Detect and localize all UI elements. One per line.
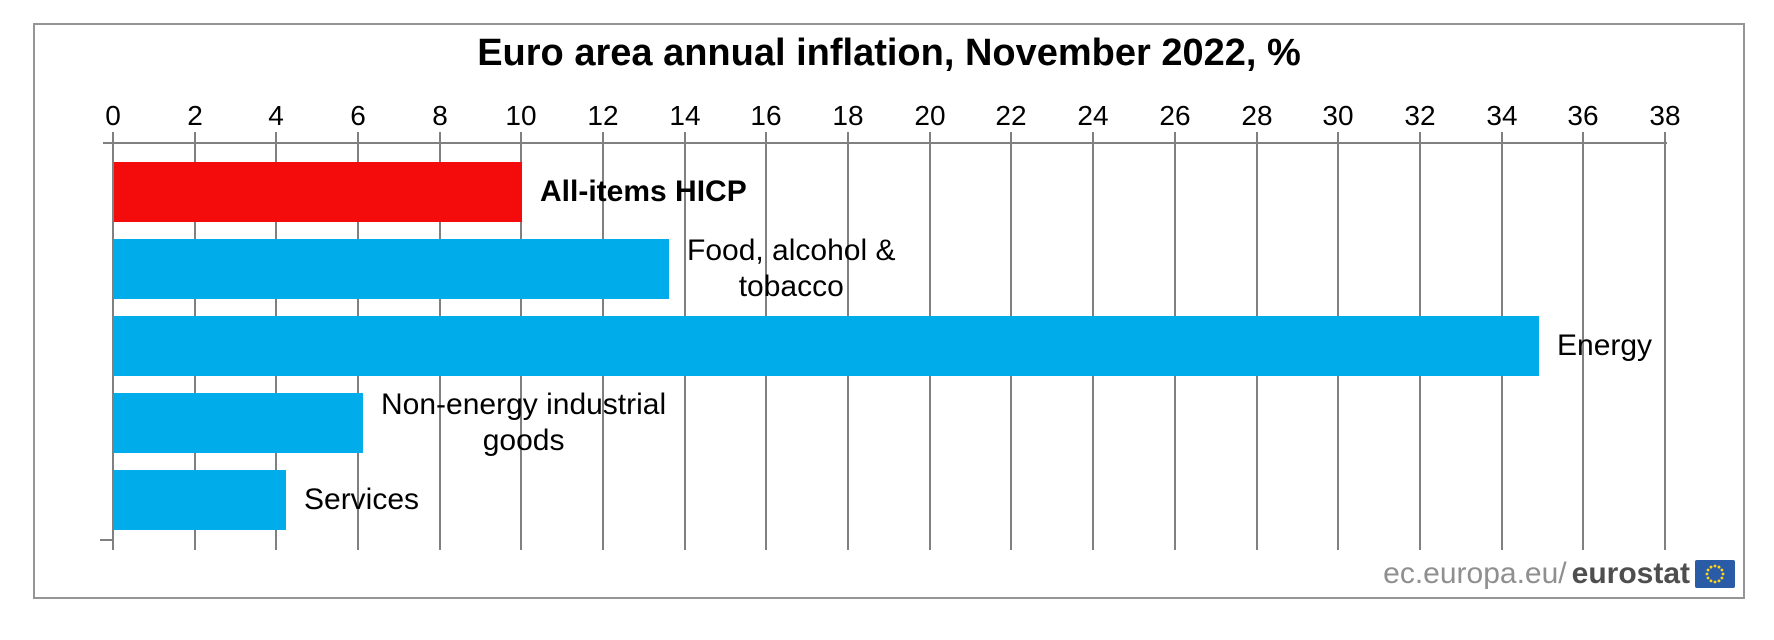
eu-flag-icon <box>1695 560 1735 588</box>
axis-tick-label: 2 <box>187 100 203 131</box>
axis-tick-label: 18 <box>832 100 864 131</box>
axis-tick-label: 14 <box>669 100 701 131</box>
axis-tick-label: 28 <box>1241 100 1273 131</box>
bar <box>114 470 286 530</box>
bar-label: Non-energy industrial goods <box>381 387 666 459</box>
axis-tick-label: 20 <box>914 100 946 131</box>
eurostat-credit: ec.europa.eu/eurostat <box>900 557 1735 591</box>
bar-label-line: tobacco <box>738 270 844 303</box>
bar-label: All-items HICP <box>540 174 747 210</box>
bar-label: Food, alcohol & tobacco <box>687 233 895 305</box>
axis-tick-label: 32 <box>1404 100 1436 131</box>
axis-tick-label: 10 <box>505 100 537 131</box>
x-axis-line <box>103 142 1667 144</box>
bar-label-line: Services <box>304 483 420 516</box>
credit-brand: eurostat <box>1571 557 1690 590</box>
chart-title: Euro area annual inflation, November 202… <box>477 32 1301 74</box>
bar-label-line: Food, alcohol & <box>687 234 896 267</box>
bar <box>114 316 1539 376</box>
gridline <box>1582 132 1584 550</box>
axis-tick-label: 30 <box>1322 100 1354 131</box>
bar-label-line: Non-energy industrial <box>381 388 667 421</box>
bar <box>114 239 669 299</box>
axis-tick-label: 0 <box>105 100 121 131</box>
axis-origin-tick <box>100 539 113 541</box>
axis-tick-label: 22 <box>995 100 1027 131</box>
bar-label: Energy <box>1557 328 1652 364</box>
axis-tick-label: 12 <box>587 100 619 131</box>
axis-tick-label: 6 <box>350 100 366 131</box>
axis-tick-label: 38 <box>1649 100 1681 131</box>
bar-label-line: goods <box>482 424 565 457</box>
axis-tick-label: 36 <box>1567 100 1599 131</box>
bar <box>114 162 522 222</box>
credit-url-prefix: ec.europa.eu/ <box>1383 557 1567 590</box>
axis-tick-label: 4 <box>268 100 284 131</box>
axis-tick-label: 16 <box>750 100 782 131</box>
bar-label: Services <box>304 482 419 518</box>
axis-tick-label: 26 <box>1159 100 1191 131</box>
bar-label-line: All-items HICP <box>540 175 747 208</box>
axis-tick-label: 24 <box>1077 100 1109 131</box>
gridline <box>1664 132 1666 550</box>
axis-tick-label: 8 <box>432 100 448 131</box>
bar-label-line: Energy <box>1557 329 1653 362</box>
bar <box>114 393 363 453</box>
axis-tick-label: 34 <box>1486 100 1518 131</box>
chart-frame <box>33 23 1745 599</box>
gridline <box>112 132 114 550</box>
